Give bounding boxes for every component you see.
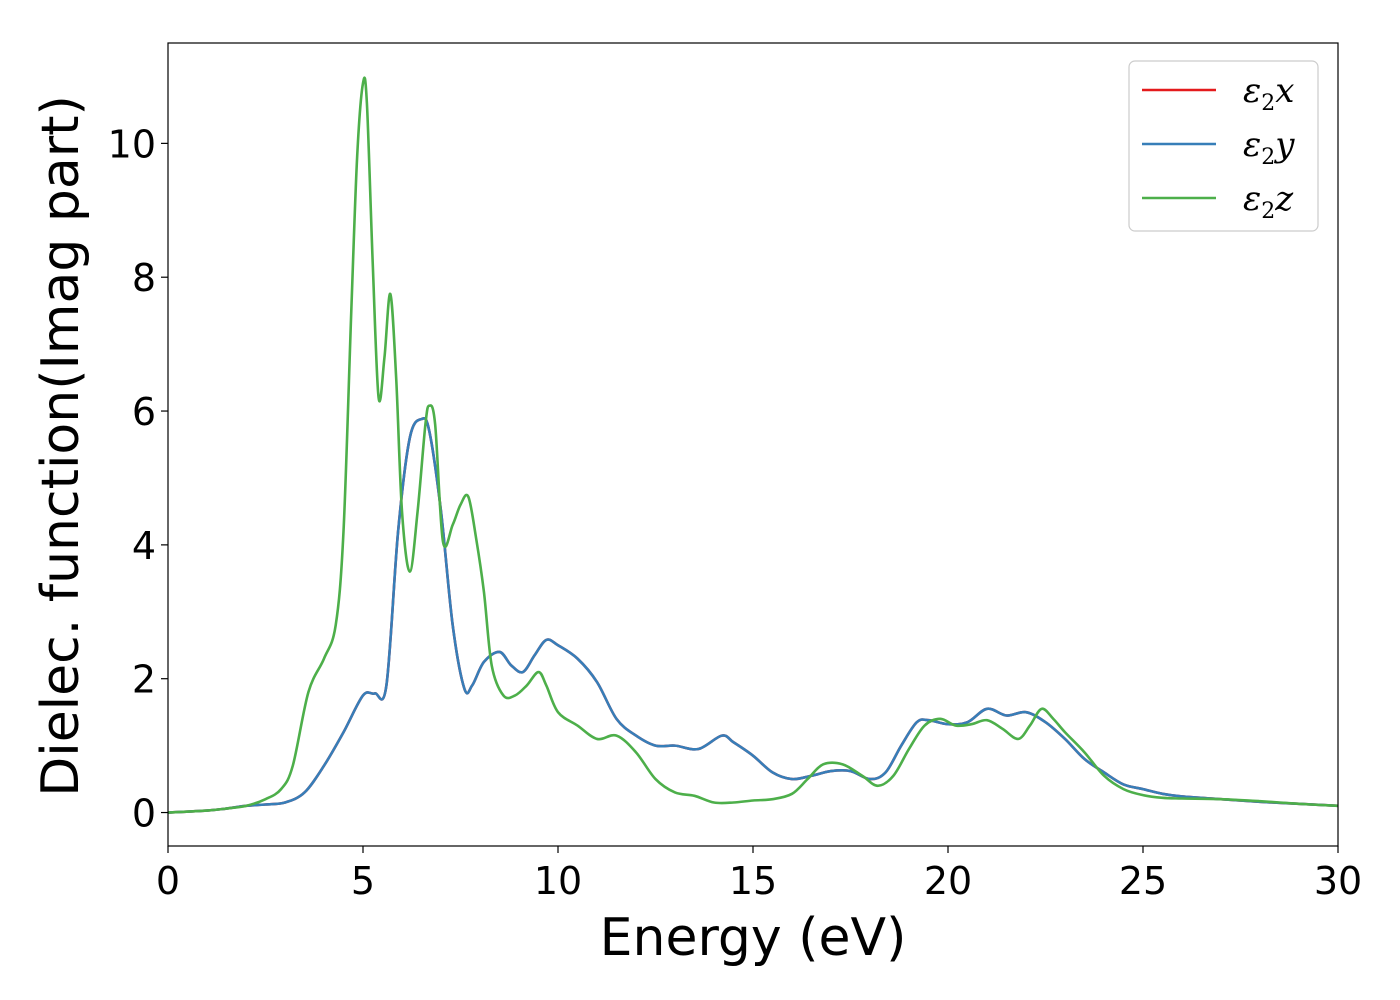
y-tick-label: 2: [132, 658, 156, 702]
series-line-z: [167, 76, 1339, 814]
x-tick-label: 15: [729, 859, 777, 903]
x-tick-label: 20: [924, 859, 972, 903]
y-tick-label: 0: [132, 792, 156, 836]
y-tick-label: 6: [132, 390, 156, 434]
y-axis-label: Dielec. function(Imag part): [31, 95, 91, 797]
legend-label-y: ε2y: [1243, 125, 1295, 170]
x-tick-label: 30: [1314, 859, 1362, 903]
y-tick-label: 4: [132, 524, 156, 568]
x-tick-label: 0: [156, 859, 180, 903]
legend-label-x: ε2x: [1243, 71, 1294, 116]
x-axis: 0 5 10 15 20 25 30: [156, 846, 1362, 903]
legend-box: [1128, 60, 1319, 232]
x-tick-label: 5: [351, 859, 375, 903]
x-tick-label: 10: [534, 859, 582, 903]
x-tick-label: 25: [1119, 859, 1167, 903]
series-layer: [167, 76, 1339, 814]
series-line-y: [167, 417, 1339, 814]
y-tick-label: 10: [108, 122, 156, 166]
y-axis: 0 2 4 6 8 10: [108, 122, 168, 836]
legend: ε2x ε2y ε2z: [1128, 60, 1319, 232]
y-tick-label: 8: [132, 256, 156, 300]
x-axis-label: Energy (eV): [600, 908, 907, 968]
legend-label-z: ε2z: [1243, 179, 1294, 224]
